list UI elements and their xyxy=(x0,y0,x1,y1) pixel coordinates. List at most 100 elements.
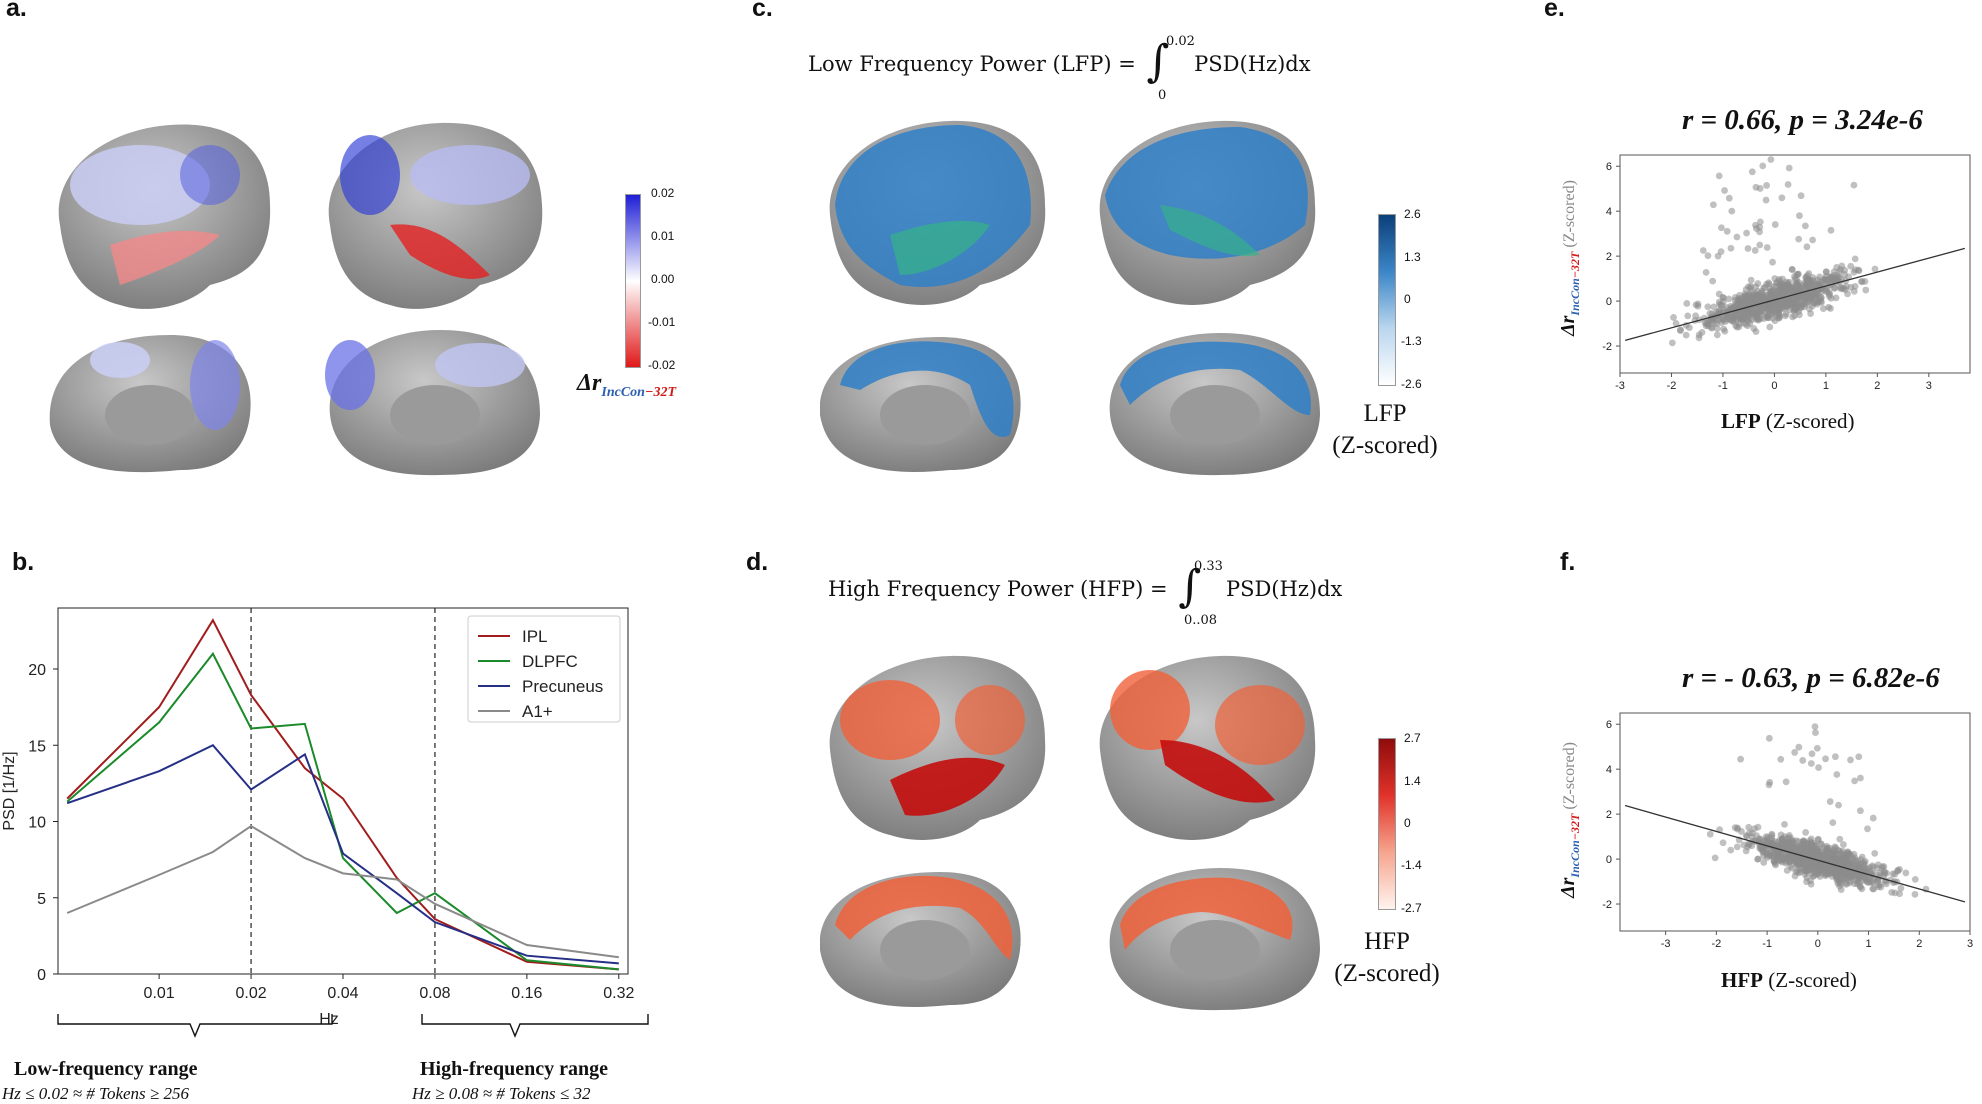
colorbar-a-tick-1: 0.01 xyxy=(651,229,675,243)
scatter-e-frame xyxy=(1619,154,1971,374)
scatter-e-point xyxy=(1702,268,1710,276)
scatter-f-xtick-label-4: 1 xyxy=(1865,938,1871,950)
scatter-e-ytick-label-4: 6 xyxy=(1606,161,1612,173)
scatter-f-point xyxy=(1799,757,1807,764)
scatter-f-point xyxy=(1766,778,1774,786)
scatter-f-point xyxy=(1751,825,1758,833)
scatter-f-point xyxy=(1821,843,1828,851)
scatter-f-point xyxy=(1792,856,1800,864)
scatter-e-point xyxy=(1777,282,1784,289)
xlabel-f: HFP (Z-scored) xyxy=(1721,968,1857,992)
scatter-f-point xyxy=(1782,778,1790,786)
colorbar-c-tick-1: 1.3 xyxy=(1404,250,1421,264)
scatter-f-point xyxy=(1869,863,1877,871)
scatter-f-point xyxy=(1870,885,1878,893)
scatter-f-point xyxy=(1831,753,1839,761)
panel-letter-d: d. xyxy=(746,548,769,576)
scatter-f-point xyxy=(1814,859,1822,867)
ylabel-f: ΔrIncCon−32T (Z-scored) xyxy=(1557,742,1582,898)
scatter-hfp: -3 -2 -1 0 1 2 3 -2 0 2 4 6 xyxy=(1602,712,1973,950)
scatter-f-point xyxy=(1737,755,1744,763)
psd-ylabel: PSD [1/Hz] xyxy=(1,751,18,830)
scatter-e-point xyxy=(1747,276,1755,284)
scatter-e-point xyxy=(1715,290,1723,298)
scatter-e-xtick-label-4: 1 xyxy=(1823,380,1829,392)
scatter-f-point xyxy=(1811,723,1819,731)
scatter-e-point xyxy=(1694,300,1702,308)
scatter-f-point xyxy=(1911,875,1919,883)
scatter-f-point xyxy=(1808,845,1816,853)
scatter-f-point xyxy=(1864,879,1872,886)
scatter-e-point xyxy=(1725,194,1733,202)
psd-legend-label-1: DLPFC xyxy=(522,652,578,671)
scatter-f-point xyxy=(1881,868,1888,876)
scatter-e-point xyxy=(1786,285,1794,292)
scatter-e-point xyxy=(1741,296,1749,304)
scatter-f-point xyxy=(1864,825,1871,833)
scatter-e-point xyxy=(1769,258,1776,266)
scatter-f-point xyxy=(1846,879,1853,887)
scatter-e-xtick-label-2: -1 xyxy=(1718,380,1728,392)
scatter-f-point xyxy=(1856,807,1864,815)
scatter-e-point xyxy=(1776,298,1784,306)
scatter-e-point xyxy=(1769,308,1777,316)
scatter-f-point xyxy=(1781,820,1788,828)
lfp-colorbar-label: LFP (Z-scored) xyxy=(1332,400,1438,459)
scatter-e-point xyxy=(1841,286,1849,294)
scatter-f-point xyxy=(1768,830,1776,838)
scatter-e-point xyxy=(1804,280,1812,288)
scatter-e-point xyxy=(1727,244,1735,252)
scatter-e-point xyxy=(1684,312,1692,320)
scatter-f-point xyxy=(1745,823,1753,831)
scatter-e-point xyxy=(1795,308,1802,315)
range-braces xyxy=(57,1014,649,1038)
scatter-e-point xyxy=(1746,306,1753,314)
scatter-f-xtick-label-2: -1 xyxy=(1762,938,1772,950)
scatter-f-trendline xyxy=(1624,804,1966,903)
scatter-e-point xyxy=(1709,277,1717,285)
scatter-f-point xyxy=(1861,858,1869,865)
high-range-desc: Hz ≥ 0.08 ≈ # Tokens ≤ 32 xyxy=(412,1084,591,1103)
scatter-e-point xyxy=(1810,289,1818,297)
psd-legend-label-2: Precuneus xyxy=(522,677,603,696)
colorbar-d xyxy=(1378,738,1396,910)
scatter-e-xtick-label-3: 0 xyxy=(1771,380,1777,392)
xlabel-e: LFP (Z-scored) xyxy=(1721,409,1855,433)
scatter-e-point xyxy=(1756,218,1764,226)
scatter-f-point xyxy=(1748,834,1756,841)
scatter-e-point xyxy=(1812,298,1820,306)
colorbar-c-tick-2: 0 xyxy=(1404,292,1411,306)
scatter-f-point xyxy=(1733,843,1741,851)
scatter-e-point xyxy=(1709,201,1717,209)
scatter-e-point xyxy=(1862,286,1870,294)
scatter-e-point xyxy=(1801,222,1809,230)
scatter-f-point xyxy=(1888,888,1896,896)
panel-letter-c: c. xyxy=(752,0,773,22)
scatter-f-point xyxy=(1770,858,1778,866)
scatter-e-point xyxy=(1791,275,1799,283)
scatter-f-point xyxy=(1834,872,1842,880)
psd-series-a1 xyxy=(66,824,619,959)
scatter-f-xtick-label-5: 2 xyxy=(1916,938,1922,950)
scatter-f-point xyxy=(1772,841,1780,849)
scatter-f-point xyxy=(1803,878,1810,886)
scatter-f-point xyxy=(1840,841,1847,848)
scatter-e-point xyxy=(1713,331,1721,339)
scatter-f-point xyxy=(1719,839,1727,847)
scatter-f-point xyxy=(1829,857,1837,865)
brain-lateral-right-c xyxy=(1099,120,1316,305)
scatter-f-xtick-label-6: 3 xyxy=(1967,938,1973,950)
scatter-e-xtick-label-6: 3 xyxy=(1926,380,1932,392)
scatter-e-point xyxy=(1871,265,1879,273)
panel-letter-e: e. xyxy=(1544,0,1565,22)
scatter-e-point xyxy=(1710,319,1718,327)
scatter-f-point xyxy=(1765,734,1773,742)
brain-lateral-left-c xyxy=(829,120,1046,305)
scatter-e-ytick-label-0: -2 xyxy=(1602,341,1612,353)
scatter-e-point xyxy=(1789,313,1796,321)
scatter-f-point xyxy=(1854,859,1862,867)
colorbar-a-tick-3: -0.01 xyxy=(648,315,676,329)
scatter-f-xtick-label-1: -2 xyxy=(1711,938,1721,950)
scatter-f-point xyxy=(1836,835,1844,843)
scatter-e-point xyxy=(1767,156,1775,163)
